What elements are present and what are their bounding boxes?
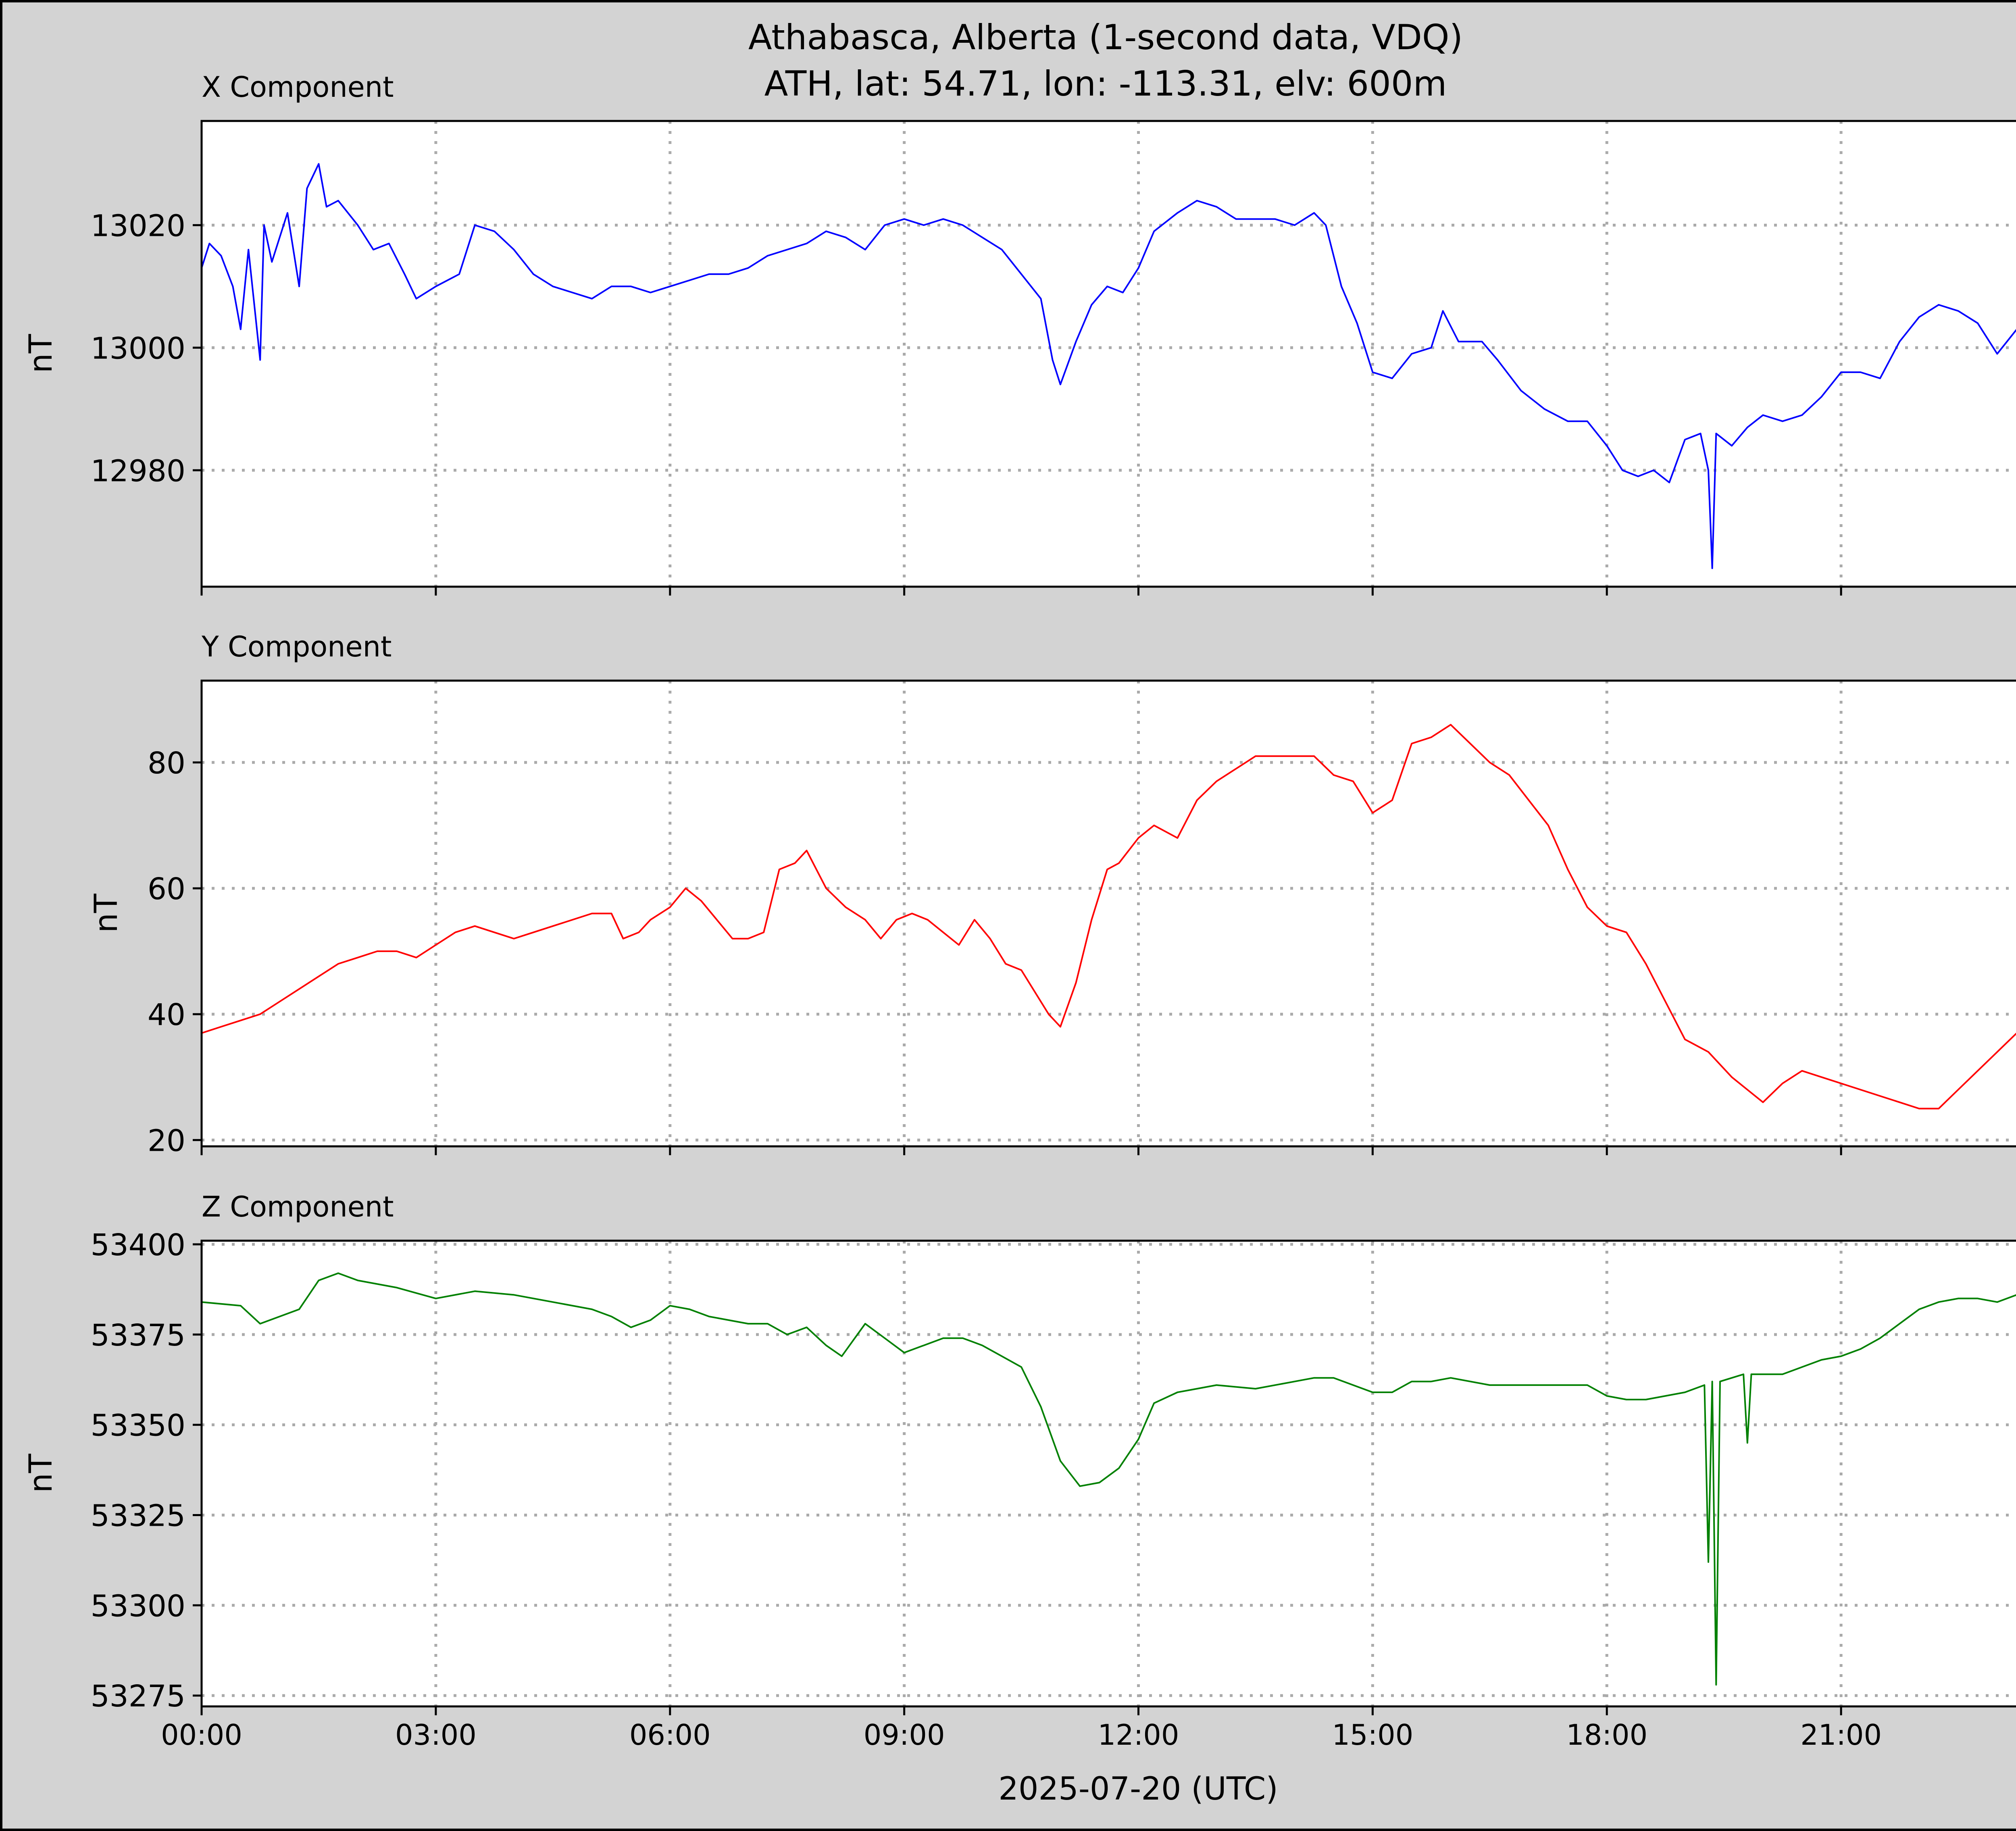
y-tick-label-y: 60 (148, 872, 185, 906)
x-axis-ticks-z (200, 1706, 1842, 1715)
y-tick-label-z: 53400 (91, 1228, 185, 1262)
series-line-z (201, 1272, 2016, 1686)
y-axis-label-y: nT (88, 894, 125, 933)
plot-area-z (202, 1241, 2016, 1706)
x-tick-label: 15:00 (1332, 1719, 1414, 1752)
x-tick-label: 12:00 (1098, 1719, 1179, 1752)
plot-area-y (202, 681, 2016, 1146)
y-tick-label-y: 40 (148, 998, 185, 1032)
series-line-x (201, 163, 2016, 569)
y-tick-label-x: 13000 (91, 331, 185, 366)
x-axis-label: 2025-07-20 (UTC) (998, 1771, 1278, 1807)
y-axis-z: 53275 53300 53325 53350 53375 53400 (91, 1228, 202, 1714)
x-axis-ticks-x (200, 587, 1842, 596)
y-tick-label-x: 12980 (91, 454, 185, 488)
x-tick-label: 00:00 (161, 1719, 242, 1752)
series-z-component (201, 1272, 2016, 1686)
x-tick-label: 09:00 (864, 1719, 945, 1752)
panel-z-component: 53275 53300 53325 53350 53375 53400 Z Compone… (23, 1190, 2016, 1715)
x-tick-label: 03:00 (395, 1719, 477, 1752)
y-axis-label-z: nT (23, 1454, 59, 1493)
figure-title-line1: Athabasca, Alberta (1-second data, VDQ) (748, 17, 1463, 58)
gridlines-y (202, 681, 2016, 1146)
y-tick-label-y: 20 (148, 1123, 185, 1158)
gridlines-z (202, 1241, 2016, 1706)
panel-title-z: Z Component (202, 1190, 394, 1223)
series-x-component (201, 163, 2016, 569)
series-y-component (201, 724, 2016, 1110)
y-tick-label-z: 53275 (91, 1679, 185, 1714)
y-tick-label-y: 80 (148, 746, 185, 781)
y-axis-label-x: nT (23, 334, 59, 373)
y-tick-label-z: 53375 (91, 1318, 185, 1353)
x-tick-label: 06:00 (629, 1719, 711, 1752)
x-tick-label: 18:00 (1566, 1719, 1647, 1752)
x-axis-ticks-y (200, 1146, 1842, 1155)
y-axis-y: 20 40 60 80 (148, 746, 202, 1158)
y-tick-label-x: 13020 (91, 208, 185, 243)
panel-x-component: 12980 13000 13020 X Component nT (23, 71, 2016, 596)
gridlines-x (202, 121, 2016, 587)
y-tick-label-z: 53350 (91, 1408, 185, 1443)
x-tick-label: 21:00 (1800, 1719, 1882, 1752)
panel-y-component: 20 40 60 80 Y Component nT (88, 630, 2016, 1158)
panel-title-x: X Component (202, 71, 394, 104)
y-tick-label-z: 53325 (91, 1498, 185, 1533)
plot-area-x (202, 121, 2016, 587)
y-axis-x: 12980 13000 13020 (91, 208, 202, 488)
x-tick-labels: 00:00 03:00 06:00 09:00 12:00 15:00 18:00 21:00 (161, 1719, 1882, 1752)
series-line-y (201, 724, 2016, 1110)
figure-title-line2: ATH, lat: 54.71, lon: -113.31, elv: 600m (764, 64, 1447, 104)
panel-title-y: Y Component (201, 630, 392, 663)
y-tick-label-z: 53300 (91, 1589, 185, 1623)
